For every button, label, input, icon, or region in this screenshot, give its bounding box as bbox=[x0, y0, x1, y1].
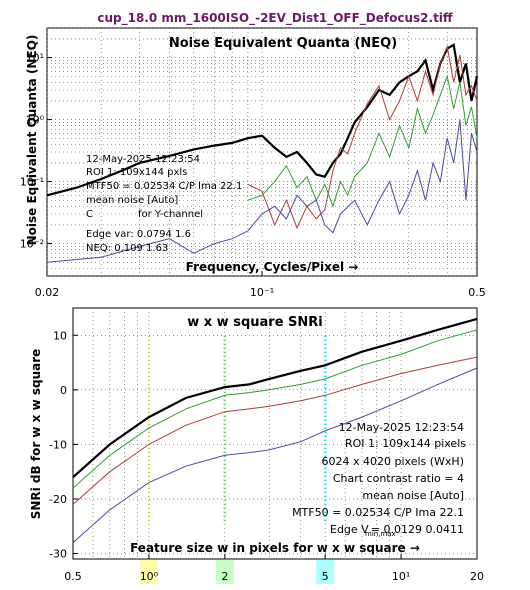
neq-y-tick-label: 10¹ bbox=[26, 52, 44, 65]
snri-y-tick-label: -30 bbox=[49, 548, 67, 561]
neq-y-tick-label: 10⁰ bbox=[26, 114, 45, 127]
snri-annotation-edge-v-values: = 0.0129 0.0411 bbox=[371, 523, 464, 536]
neq-grid bbox=[46, 27, 477, 277]
snri-chart-title: w x w square SNRi bbox=[187, 315, 323, 330]
figure-title: cup_18.0 mm_1600ISO_-2EV_Dist1_OFF_Defoc… bbox=[97, 11, 453, 26]
snri-ticks: 0.5 10⁰ 2 5 10¹ 20 -30 -20 -10 0 10 bbox=[49, 329, 484, 583]
neq-annotation-neq: NEQ: 0.109 1.63 bbox=[86, 243, 168, 254]
snri-x-tick-label: 2 bbox=[221, 570, 228, 583]
snri-y-tick-label: -10 bbox=[49, 438, 67, 451]
neq-y-axis-label: Noise Equivalent Quanta (NEQ) bbox=[25, 35, 39, 246]
snri-series-line bbox=[72, 317, 478, 479]
neq-annotation-c: C bbox=[86, 209, 93, 220]
snri-annotation-edge-v-subscript: min,max bbox=[365, 530, 396, 538]
neq-annotation-channel: for Y-channel bbox=[138, 209, 203, 220]
neq-ticks: 0.02 10⁻¹ 0.5 10⁻² 10⁻¹ 10⁰ 10¹ bbox=[20, 52, 486, 299]
snri-annotation-date: 12-May-2025 12:23:54 bbox=[339, 421, 464, 434]
neq-y-tick-label: 10⁻¹ bbox=[20, 176, 44, 189]
snri-x-tick-label: 20 bbox=[470, 570, 484, 583]
snri-annotation-mtf50: MTF50 = 0.02534 C/P Ima 22.1 bbox=[292, 506, 464, 519]
snri-annotation-mean-noise: mean noise [Auto] bbox=[362, 489, 464, 502]
snri-marker-tick-highlight bbox=[139, 560, 158, 584]
neq-x-axis-label: Frequency, Cycles/Pixel → bbox=[186, 260, 359, 274]
snri-x-tick-label: 0.5 bbox=[64, 570, 82, 583]
neq-series bbox=[46, 43, 479, 263]
snri-annotation-size: 6024 x 4020 pixels (WxH) bbox=[322, 455, 465, 468]
neq-chart: Noise Equivalent Quanta (NEQ) 12-May-202… bbox=[20, 27, 486, 299]
snri-annotation-roi: ROI 1: 109x144 pixels bbox=[345, 437, 466, 450]
snri-x-tick-label: 10⁰ bbox=[140, 570, 159, 583]
snri-x-tick-label: 10¹ bbox=[392, 570, 410, 583]
neq-series-line bbox=[46, 119, 478, 263]
snri-marker-tick-highlight bbox=[316, 560, 335, 584]
snri-series-line bbox=[72, 367, 478, 543]
snri-grid bbox=[73, 308, 477, 559]
neq-x-tick-label: 0.02 bbox=[35, 286, 60, 299]
neq-annotation-mean-noise: mean noise [Auto] bbox=[86, 195, 178, 206]
snri-x-tick-label: 5 bbox=[322, 570, 329, 583]
snri-y-tick-label: 0 bbox=[60, 384, 67, 397]
snri-annotations: 12-May-2025 12:23:54 ROI 1: 109x144 pixe… bbox=[292, 421, 466, 536]
snri-chart: w x w square SNRi 12-May-2025 12:23:54 R… bbox=[29, 307, 484, 584]
snri-marker-tick-highlight bbox=[215, 560, 234, 584]
neq-series-line bbox=[247, 74, 478, 208]
snri-annotation-edge-v: Edge V bbox=[330, 523, 369, 536]
snri-x-axis-label: Feature size w in pixels for w x w squar… bbox=[130, 541, 420, 555]
snri-annotation-contrast: Chart contrast ratio = 4 bbox=[333, 472, 464, 485]
neq-annotation-mtf50: MTF50 = 0.02534 C/P Ima 22.1 bbox=[86, 181, 242, 192]
snri-plot-area bbox=[72, 307, 478, 560]
neq-chart-title: Noise Equivalent Quanta (NEQ) bbox=[169, 36, 397, 51]
snri-y-tick-label: 10 bbox=[53, 329, 67, 342]
neq-series-line bbox=[247, 44, 478, 230]
snri-y-axis-label: SNRi dB for w x w square bbox=[29, 349, 43, 520]
neq-annotation-edge-var: Edge var: 0.0794 1.6 bbox=[86, 229, 191, 240]
neq-x-tick-label: 0.5 bbox=[468, 286, 486, 299]
neq-y-tick-label: 10⁻² bbox=[20, 238, 44, 251]
snri-series-line bbox=[72, 329, 478, 489]
snri-series-line bbox=[72, 356, 478, 505]
neq-annotations: 12-May-2025 12:23:54 ROI 1: 109x144 pxls… bbox=[86, 154, 242, 254]
neq-annotation-date: 12-May-2025 12:23:54 bbox=[86, 154, 200, 165]
neq-annotation-roi: ROI 1: 109x144 pxls bbox=[86, 167, 187, 178]
neq-x-tick-label: 10⁻¹ bbox=[250, 286, 274, 299]
snri-series bbox=[72, 317, 478, 543]
snri-y-tick-label: -20 bbox=[49, 493, 67, 506]
